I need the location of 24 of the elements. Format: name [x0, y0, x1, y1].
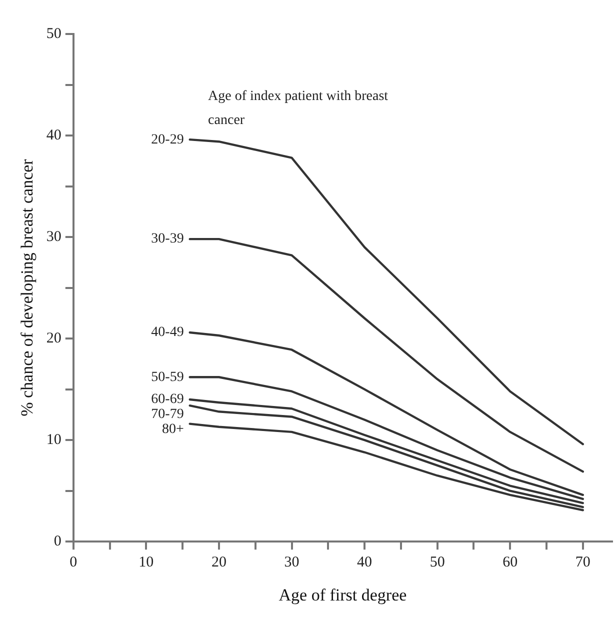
- y-tick-label: 30: [46, 228, 62, 245]
- x-tick-label: 60: [502, 554, 518, 571]
- series-label: 70-79: [151, 407, 184, 422]
- x-tick-label: 30: [284, 554, 300, 571]
- y-tick-label: 20: [46, 330, 62, 346]
- y-tick-label: 10: [46, 432, 62, 448]
- x-axis-title: Age of first degree: [278, 585, 407, 604]
- annotation: Age of index patient with breast cancer: [208, 89, 388, 128]
- series-label: 80+: [162, 422, 184, 438]
- y-axis-title: % chance of developing breast cancer: [18, 158, 37, 416]
- series-label: 20-29: [151, 132, 184, 148]
- y-tick-label: 40: [46, 127, 62, 144]
- x-tick-label: 70: [575, 554, 590, 571]
- series-label: 50-59: [151, 370, 184, 385]
- series-label: 30-39: [151, 232, 184, 247]
- x-tick-label: 20: [211, 554, 226, 571]
- y-tick-label: 50: [46, 26, 62, 42]
- x-tick-label: 0: [70, 554, 78, 571]
- series-label: 40-49: [151, 325, 184, 340]
- x-tick-label: 40: [357, 554, 372, 571]
- series-label: 60-69: [151, 392, 184, 408]
- x-tick-label: 50: [430, 554, 445, 571]
- x-tick-label: 10: [138, 554, 154, 571]
- y-tick-label: 0: [54, 534, 62, 550]
